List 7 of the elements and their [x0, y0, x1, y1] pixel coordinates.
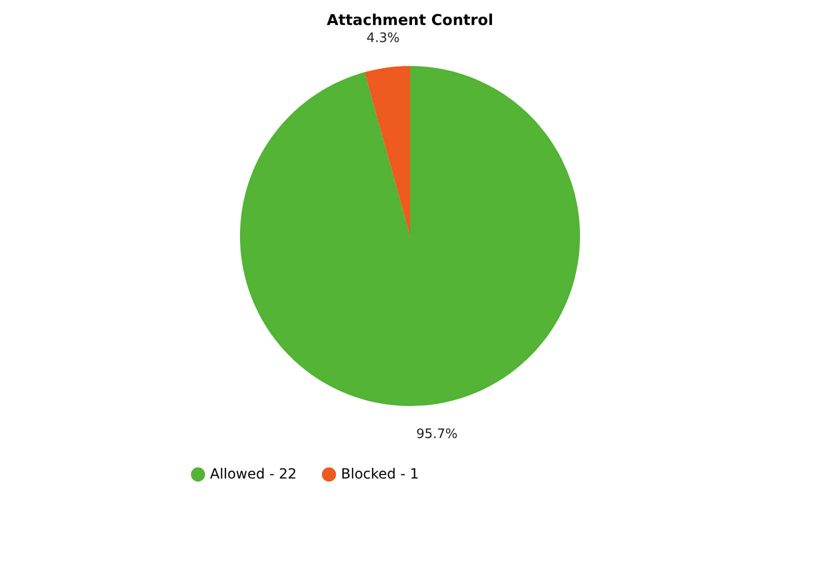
data-label: 95.7% — [416, 427, 458, 442]
legend-label: Blocked - 1 — [341, 466, 419, 482]
pie-slice — [240, 66, 580, 406]
pie-slice — [364, 66, 410, 236]
data-label: 4.3% — [366, 30, 400, 46]
chart-title: Attachment Control — [326, 10, 494, 29]
legend-label: Allowed - 22 — [210, 466, 297, 482]
